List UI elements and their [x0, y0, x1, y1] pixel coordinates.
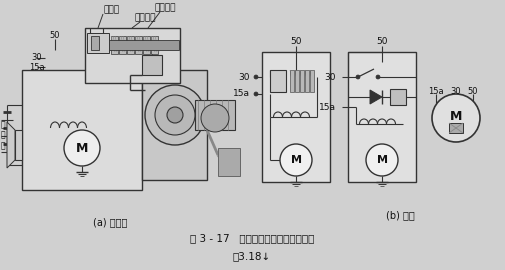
Text: 50: 50	[468, 86, 478, 96]
Circle shape	[366, 144, 398, 176]
Polygon shape	[370, 90, 382, 104]
Bar	[270, 70, 286, 92]
Text: 30: 30	[325, 73, 336, 82]
Text: 图3.18↓: 图3.18↓	[233, 251, 271, 261]
Bar	[151, 36, 158, 54]
Text: M: M	[290, 155, 301, 165]
Bar	[195, 100, 235, 130]
Bar	[85, 28, 180, 83]
Bar	[119, 36, 126, 54]
Circle shape	[145, 85, 205, 145]
Bar	[390, 89, 406, 105]
Text: 接触盘: 接触盘	[104, 5, 120, 15]
Circle shape	[376, 75, 380, 79]
Bar	[135, 36, 142, 54]
Text: 图 3 - 17   电磁操纵式起动机电路原理: 图 3 - 17 电磁操纵式起动机电路原理	[190, 233, 314, 243]
Text: 50: 50	[376, 38, 388, 46]
Text: 15a: 15a	[29, 62, 45, 72]
Circle shape	[432, 94, 480, 142]
Bar	[15, 130, 22, 160]
Circle shape	[280, 144, 312, 176]
Circle shape	[167, 107, 183, 123]
Text: M: M	[76, 141, 88, 154]
Text: 蓄
电
池: 蓄 电 池	[1, 120, 6, 150]
Circle shape	[356, 75, 360, 79]
Bar	[449, 123, 463, 133]
Bar	[91, 36, 99, 50]
Text: 15a: 15a	[319, 103, 336, 112]
Circle shape	[64, 130, 100, 166]
Text: M: M	[450, 110, 462, 123]
Bar	[348, 52, 416, 182]
Text: 30: 30	[450, 86, 461, 96]
Text: 50: 50	[50, 32, 60, 40]
Bar	[218, 148, 240, 176]
Circle shape	[201, 104, 229, 132]
Circle shape	[254, 92, 258, 96]
Text: (a) 示意图: (a) 示意图	[93, 217, 127, 227]
Circle shape	[155, 95, 195, 135]
Bar	[290, 70, 294, 92]
Bar	[22, 70, 142, 190]
Bar	[300, 70, 304, 92]
Text: 15a: 15a	[428, 86, 444, 96]
Text: (b) 符号: (b) 符号	[386, 210, 415, 220]
Text: 30: 30	[238, 73, 250, 82]
Bar	[109, 40, 179, 50]
Bar	[127, 36, 134, 54]
Text: 保持线圈: 保持线圈	[134, 14, 156, 22]
Bar	[142, 55, 162, 75]
Bar	[87, 33, 109, 53]
Text: M: M	[377, 155, 387, 165]
Bar	[295, 70, 299, 92]
Text: 50: 50	[290, 38, 302, 46]
Text: 30: 30	[32, 53, 42, 62]
Polygon shape	[7, 122, 15, 168]
Bar	[143, 36, 150, 54]
Bar	[111, 36, 118, 54]
Bar	[262, 52, 330, 182]
Bar	[310, 70, 314, 92]
Circle shape	[254, 75, 258, 79]
Bar	[305, 70, 309, 92]
Text: 吸拉线圈: 吸拉线圈	[154, 4, 176, 12]
Bar	[142, 70, 207, 180]
Text: 15a: 15a	[233, 89, 250, 99]
